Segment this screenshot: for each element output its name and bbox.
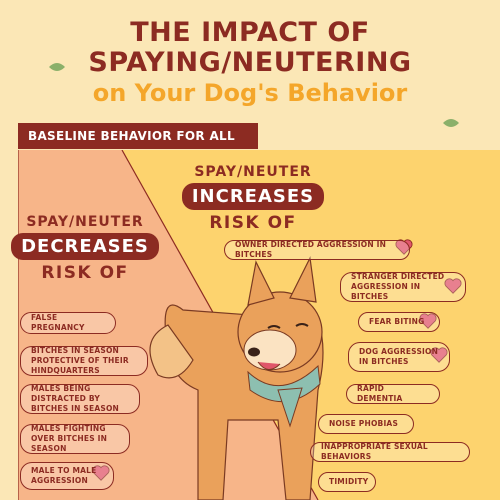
page-title: THE IMPACT OF SPAYING/NEUTERING on Your … — [0, 18, 500, 108]
baseline-banner: BASELINE BEHAVIOR FOR ALL DOGS — [18, 123, 258, 169]
item-text: INAPPROPRIATE SEXUAL BEHAVIORS — [321, 442, 428, 461]
item-text: DOG AGGRESSION IN BITCHES — [359, 347, 439, 366]
list-item: MALES BEING DISTRACTED BY BITCHES IN SEA… — [20, 384, 140, 414]
decreases-top-label: SPAY/NEUTER — [26, 214, 144, 230]
list-item: TIMIDITY — [318, 472, 376, 492]
list-item: FEAR BITING — [358, 312, 440, 332]
item-text: BITCHES IN SEASON PROTECTIVE OF THEIR HI… — [31, 346, 129, 375]
list-item: MALES FIGHTING OVER BITCHES IN SEASON — [20, 424, 130, 454]
item-text: FEAR BITING — [369, 317, 425, 326]
item-text: OWNER DIRECTED AGGRESSION IN BITCHES — [235, 240, 387, 259]
item-text: TIMIDITY — [329, 477, 369, 486]
item-text: MALES BEING DISTRACTED BY BITCHES IN SEA… — [31, 384, 120, 413]
decreases-bottom-label: RISK OF — [41, 263, 129, 283]
list-item: OWNER DIRECTED AGGRESSION IN BITCHES — [224, 240, 410, 260]
leaf-icon — [443, 119, 459, 127]
list-item: DOG AGGRESSION IN BITCHES — [348, 342, 450, 372]
item-text: FALSE PREGNANCY — [31, 313, 85, 332]
title-line-1: THE IMPACT OF — [130, 17, 370, 48]
list-item: INAPPROPRIATE SEXUAL BEHAVIORS — [310, 442, 470, 462]
list-item: BITCHES IN SEASON PROTECTIVE OF THEIR HI… — [20, 346, 148, 376]
item-text: RAPID DEMENTIA — [357, 384, 403, 403]
list-item: MALE TO MALE AGGRESSION — [20, 462, 114, 490]
decreases-pill: DECREASES — [11, 233, 159, 260]
decreases-heading: SPAY/NEUTER DECREASES RISK OF — [10, 214, 160, 283]
comparison-panel: SPAY/NEUTER INCREASES RISK OF SPAY/NEUTE… — [11, 150, 500, 500]
dog-illustration — [149, 255, 324, 500]
title-line-2: SPAYING/NEUTERING — [88, 47, 412, 78]
item-text: MALES FIGHTING OVER BITCHES IN SEASON — [31, 424, 108, 453]
item-text: STRANGER DIRECTED AGGRESSION IN BITCHES — [351, 272, 445, 301]
leaf-icon — [49, 63, 65, 71]
title-subtitle: on Your Dog's Behavior — [92, 79, 408, 107]
item-text: NOISE PHOBIAS — [329, 419, 399, 428]
list-item: RAPID DEMENTIA — [346, 384, 440, 404]
list-item: FALSE PREGNANCY — [20, 312, 116, 334]
increases-heading: SPAY/NEUTER INCREASES RISK OF — [178, 164, 328, 233]
increases-top-label: SPAY/NEUTER — [194, 164, 312, 180]
item-text: MALE TO MALE AGGRESSION — [31, 466, 97, 485]
list-item: NOISE PHOBIAS — [318, 414, 414, 434]
increases-bottom-label: RISK OF — [209, 213, 297, 233]
list-item: STRANGER DIRECTED AGGRESSION IN BITCHES — [340, 272, 466, 302]
increases-pill: INCREASES — [181, 183, 325, 210]
